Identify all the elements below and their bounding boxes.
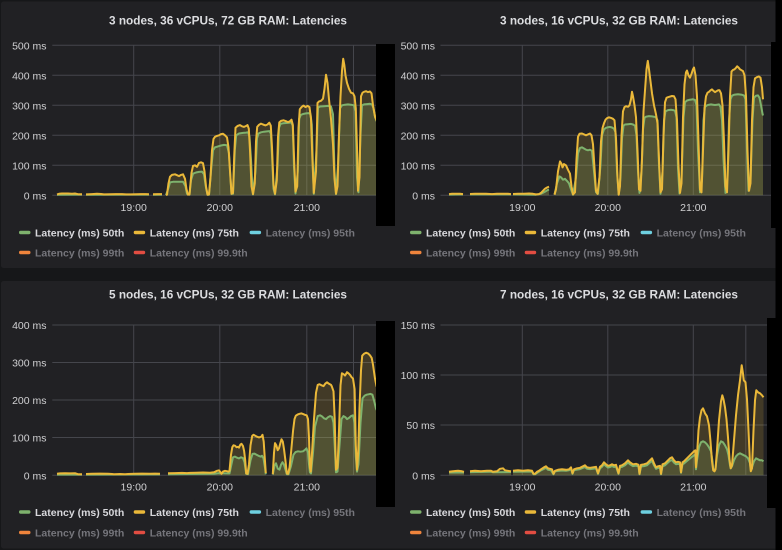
svg-text:0 ms: 0 ms [412,190,435,202]
svg-text:19:00: 19:00 [509,202,535,214]
svg-text:21:00: 21:00 [294,202,320,214]
svg-text:400 ms: 400 ms [12,70,46,82]
svg-text:200 ms: 200 ms [12,130,46,142]
svg-text:300 ms: 300 ms [12,358,46,370]
svg-text:7 nodes, 16 vCPUs, 32 GB RAM:: 7 nodes, 16 vCPUs, 32 GB RAM: Latencies [500,288,738,302]
svg-text:21:00: 21:00 [680,202,706,214]
svg-text:100 ms: 100 ms [401,160,435,172]
svg-text:21:00: 21:00 [294,482,320,494]
svg-text:100 ms: 100 ms [401,370,435,382]
svg-text:Latency (ms) 99th: Latency (ms) 99th [426,527,515,539]
svg-text:20:00: 20:00 [595,482,621,494]
svg-text:19:00: 19:00 [121,482,147,494]
svg-text:Latency (ms) 95th: Latency (ms) 95th [657,227,746,239]
svg-text:19:00: 19:00 [509,482,535,494]
svg-text:400 ms: 400 ms [12,320,46,332]
svg-text:Latency (ms) 95th: Latency (ms) 95th [266,507,355,519]
svg-text:Latency (ms) 75th: Latency (ms) 75th [541,227,630,239]
svg-text:Latency (ms) 75th: Latency (ms) 75th [150,507,239,519]
svg-text:Latency (ms) 99th: Latency (ms) 99th [35,527,124,539]
svg-text:300 ms: 300 ms [12,100,46,112]
svg-text:50 ms: 50 ms [406,420,435,432]
svg-text:Latency (ms) 99.9th: Latency (ms) 99.9th [541,247,639,259]
svg-text:Latency (ms) 99th: Latency (ms) 99th [426,247,515,259]
svg-text:3 nodes, 16 vCPUs, 32 GB RAM:: 3 nodes, 16 vCPUs, 32 GB RAM: Latencies [500,14,738,28]
svg-text:100 ms: 100 ms [12,160,46,172]
svg-text:19:00: 19:00 [121,202,147,214]
svg-text:Latency (ms) 95th: Latency (ms) 95th [266,227,355,239]
svg-text:Latency (ms) 99.9th: Latency (ms) 99.9th [150,527,248,539]
svg-text:20:00: 20:00 [207,482,233,494]
svg-text:Latency (ms) 50th: Latency (ms) 50th [35,507,124,519]
svg-text:0 ms: 0 ms [24,190,47,202]
svg-text:Latency (ms) 75th: Latency (ms) 75th [541,507,630,519]
svg-text:100 ms: 100 ms [12,433,46,445]
svg-text:Latency (ms) 99th: Latency (ms) 99th [35,247,124,259]
svg-text:5 nodes, 16 vCPUs, 32 GB RAM:: 5 nodes, 16 vCPUs, 32 GB RAM: Latencies [109,288,347,302]
svg-text:400 ms: 400 ms [401,70,435,82]
svg-text:3 nodes, 36 vCPUs, 72 GB RAM:: 3 nodes, 36 vCPUs, 72 GB RAM: Latencies [109,14,347,28]
svg-text:200 ms: 200 ms [12,395,46,407]
svg-text:500 ms: 500 ms [12,40,46,52]
svg-text:20:00: 20:00 [595,202,621,214]
svg-text:20:00: 20:00 [207,202,233,214]
svg-text:Latency (ms) 50th: Latency (ms) 50th [35,227,124,239]
svg-text:Latency (ms) 75th: Latency (ms) 75th [150,227,239,239]
svg-text:Latency (ms) 99.9th: Latency (ms) 99.9th [541,527,639,539]
svg-text:Latency (ms) 50th: Latency (ms) 50th [426,227,515,239]
svg-text:150 ms: 150 ms [401,320,435,332]
svg-text:500 ms: 500 ms [401,40,435,52]
svg-text:Latency (ms) 99.9th: Latency (ms) 99.9th [150,247,248,259]
svg-text:300 ms: 300 ms [401,100,435,112]
svg-text:0 ms: 0 ms [412,470,435,482]
svg-text:200 ms: 200 ms [401,130,435,142]
svg-text:21:00: 21:00 [680,482,706,494]
svg-text:Latency (ms) 50th: Latency (ms) 50th [426,507,515,519]
svg-text:0 ms: 0 ms [24,470,47,482]
svg-text:Latency (ms) 95th: Latency (ms) 95th [657,507,746,519]
